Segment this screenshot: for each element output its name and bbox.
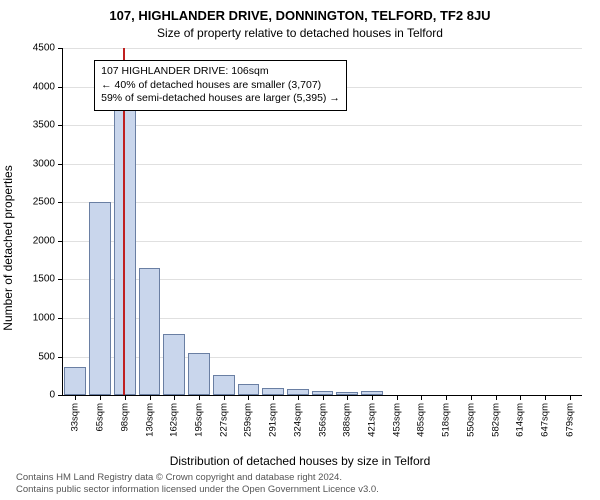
x-tick-mark: [545, 395, 546, 400]
x-tick-label: 227sqm: [218, 403, 229, 437]
x-tick-label: 647sqm: [540, 403, 551, 437]
y-tick-label: 4500: [33, 42, 55, 53]
y-tick-label: 2500: [33, 197, 55, 208]
y-tick-label: 500: [38, 351, 55, 362]
y-tick-label: 3500: [33, 120, 55, 131]
annotation-box: 107 HIGHLANDER DRIVE: 106sqm← 40% of det…: [94, 60, 347, 111]
x-tick-mark: [298, 395, 299, 400]
x-tick-mark: [520, 395, 521, 400]
x-tick-mark: [372, 395, 373, 400]
chart-subtitle: Size of property relative to detached ho…: [10, 26, 590, 40]
annotation-line-1: 107 HIGHLANDER DRIVE: 106sqm: [101, 65, 340, 79]
x-tick-label: 679sqm: [564, 403, 575, 437]
x-tick-mark: [471, 395, 472, 400]
y-tick-label: 1500: [33, 274, 55, 285]
x-tick-label: 518sqm: [441, 403, 452, 437]
x-tick-label: 33sqm: [70, 403, 81, 432]
x-tick-label: 582sqm: [490, 403, 501, 437]
x-tick-label: 259sqm: [243, 403, 254, 437]
x-tick-mark: [347, 395, 348, 400]
y-tick-label: 1000: [33, 313, 55, 324]
x-tick-label: 453sqm: [391, 403, 402, 437]
chart-title: 107, HIGHLANDER DRIVE, DONNINGTON, TELFO…: [10, 8, 590, 24]
y-axis-label: Number of detached properties: [1, 165, 15, 330]
x-tick-mark: [446, 395, 447, 400]
y-tick-label: 2000: [33, 235, 55, 246]
x-tick-label: 291sqm: [268, 403, 279, 437]
x-tick-label: 388sqm: [342, 403, 353, 437]
annotation-layer: 107 HIGHLANDER DRIVE: 106sqm← 40% of det…: [63, 48, 582, 395]
x-tick-mark: [248, 395, 249, 400]
x-tick-mark: [100, 395, 101, 400]
x-tick-mark: [273, 395, 274, 400]
x-tick-mark: [75, 395, 76, 400]
chart-area: Number of detached properties 0500100015…: [10, 44, 590, 452]
x-tick-label: 130sqm: [144, 403, 155, 437]
y-tick-mark: [58, 395, 63, 396]
x-tick-label: 98sqm: [119, 403, 130, 432]
x-tick-mark: [125, 395, 126, 400]
y-tick-label: 0: [49, 390, 55, 401]
x-tick-label: 356sqm: [317, 403, 328, 437]
x-tick-label: 421sqm: [366, 403, 377, 437]
x-tick-label: 485sqm: [416, 403, 427, 437]
x-tick-mark: [421, 395, 422, 400]
x-tick-mark: [199, 395, 200, 400]
x-tick-mark: [570, 395, 571, 400]
footer: Contains HM Land Registry data © Crown c…: [10, 472, 590, 496]
x-tick-mark: [224, 395, 225, 400]
x-tick-mark: [496, 395, 497, 400]
footer-line-2: Contains public sector information licen…: [16, 484, 590, 496]
x-axis-label: Distribution of detached houses by size …: [10, 454, 590, 468]
x-tick-label: 65sqm: [95, 403, 106, 432]
x-tick-mark: [174, 395, 175, 400]
x-tick-label: 195sqm: [193, 403, 204, 437]
annotation-line-2: ← 40% of detached houses are smaller (3,…: [101, 79, 340, 93]
annotation-line-3: 59% of semi-detached houses are larger (…: [101, 92, 340, 106]
x-tick-label: 550sqm: [465, 403, 476, 437]
footer-line-1: Contains HM Land Registry data © Crown c…: [16, 472, 590, 484]
x-tick-mark: [323, 395, 324, 400]
x-tick-label: 614sqm: [515, 403, 526, 437]
x-tick-label: 162sqm: [169, 403, 180, 437]
x-tick-mark: [397, 395, 398, 400]
plot-region: 050010001500200025003000350040004500 33s…: [62, 48, 582, 396]
y-tick-label: 3000: [33, 158, 55, 169]
y-tick-label: 4000: [33, 81, 55, 92]
x-tick-label: 324sqm: [292, 403, 303, 437]
x-tick-mark: [150, 395, 151, 400]
chart-container: 107, HIGHLANDER DRIVE, DONNINGTON, TELFO…: [0, 0, 600, 500]
